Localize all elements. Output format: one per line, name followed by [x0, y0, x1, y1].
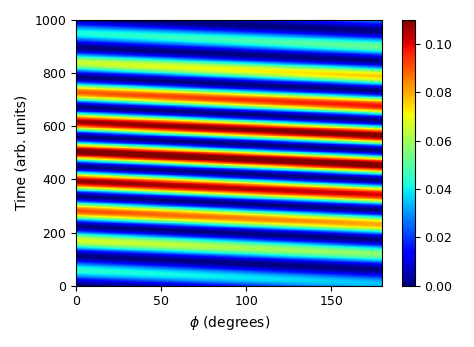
Y-axis label: Time (arb. units): Time (arb. units): [15, 95, 29, 211]
X-axis label: $\phi$ (degrees): $\phi$ (degrees): [189, 314, 270, 332]
